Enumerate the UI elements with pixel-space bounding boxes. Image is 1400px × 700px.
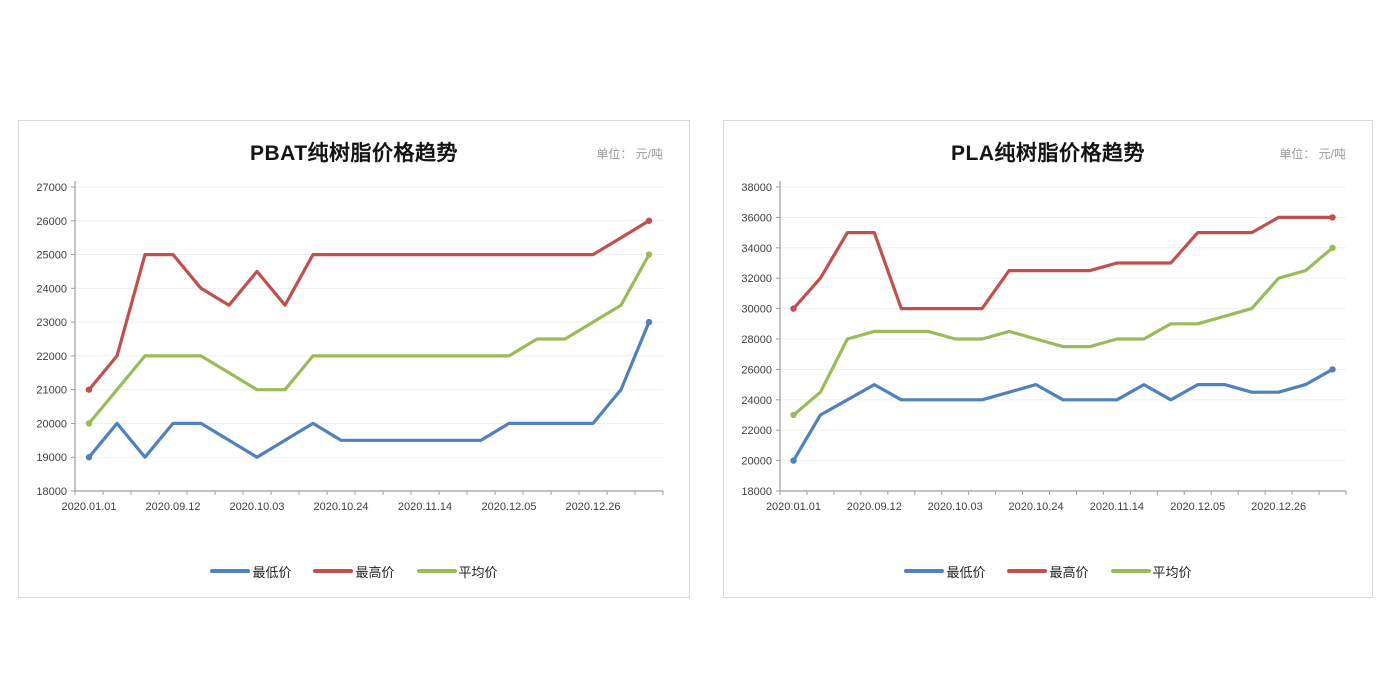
series-endpoint-marker [790, 457, 797, 464]
svg-text:27000: 27000 [36, 182, 67, 194]
svg-text:24000: 24000 [741, 395, 772, 407]
svg-text:22000: 22000 [741, 425, 772, 437]
pla-chart-card: PLA纯树脂价格趋势 单位： 元/吨 18000 20000 22000 24000 2… [723, 120, 1373, 598]
pla-legend: 最低价 最高价 平均价 [724, 545, 1372, 597]
pbat-legend: 最低价 最高价 平均价 [19, 545, 689, 597]
chart-canvas: 18000 20000 22000 24000 26000 28000 30000 32000… [741, 181, 1347, 513]
legend-swatch-lowest-icon [904, 569, 945, 573]
legend-swatch-highest-icon [1007, 569, 1048, 573]
svg-text:26000: 26000 [36, 216, 67, 228]
pla-chart-header: PLA纯树脂价格趋势 单位： 元/吨 [724, 121, 1372, 173]
pbat-chart-card: PBAT纯树脂价格趋势 单位： 元/吨 18000 19000 20000 21000… [18, 120, 690, 598]
svg-text:20000: 20000 [36, 418, 67, 430]
svg-text:2020.09.12: 2020.09.12 [847, 501, 902, 513]
series-最高价 [85, 217, 653, 393]
legend-swatch-lowest-icon [210, 569, 251, 573]
svg-text:30000: 30000 [741, 304, 772, 316]
legend-label-highest: 最高价 [1049, 564, 1089, 580]
svg-text:2020.11.14: 2020.11.14 [1090, 501, 1144, 513]
svg-text:22000: 22000 [36, 351, 67, 363]
svg-text:18000: 18000 [36, 486, 67, 498]
pla-plot-area: 18000 20000 22000 24000 26000 28000 30000 32000… [724, 173, 1372, 545]
svg-text:32000: 32000 [741, 273, 772, 285]
legend-label-lowest: 最低价 [946, 564, 986, 580]
svg-text:36000: 36000 [741, 212, 772, 224]
legend-item-lowest: 最低价 [904, 562, 985, 581]
legend-label-highest: 最高价 [355, 564, 395, 580]
legend-item-average: 平均价 [1110, 562, 1192, 581]
legend-item-highest: 最高价 [313, 562, 395, 581]
svg-text:38000: 38000 [741, 182, 772, 194]
svg-text:2020.12.05: 2020.12.05 [1170, 501, 1225, 513]
pbat-chart-title: PBAT纯树脂价格趋势 [249, 142, 459, 165]
legend-swatch-highest-icon [313, 569, 354, 573]
svg-text:26000: 26000 [741, 364, 772, 376]
legend-swatch-average-icon [416, 569, 457, 573]
series-endpoint-marker [85, 454, 93, 461]
svg-text:2020.10.03: 2020.10.03 [928, 501, 983, 513]
axes [776, 181, 1347, 495]
svg-text:2020.10.24: 2020.10.24 [313, 501, 368, 513]
svg-text:21000: 21000 [36, 385, 67, 397]
legend-label-average: 平均价 [1152, 564, 1192, 580]
svg-text:2020.10.24: 2020.10.24 [1009, 501, 1064, 513]
series-endpoint-marker [790, 411, 797, 419]
legend-item-average: 平均价 [416, 562, 498, 581]
legend-swatch-average-icon [1110, 569, 1151, 573]
svg-text:25000: 25000 [36, 250, 67, 262]
gridlines [75, 186, 663, 458]
series-最高价 [790, 214, 1336, 312]
svg-text:23000: 23000 [36, 317, 67, 329]
series-平均价 [85, 251, 653, 427]
svg-text:2020.09.12: 2020.09.12 [145, 501, 200, 513]
pbat-chart-header: PBAT纯树脂价格趋势 单位： 元/吨 [19, 121, 689, 173]
series-endpoint-marker [645, 217, 653, 224]
legend-item-highest: 最高价 [1007, 562, 1089, 581]
svg-text:20000: 20000 [741, 456, 772, 468]
svg-text:2020.11.14: 2020.11.14 [398, 501, 452, 513]
series-最低价 [85, 318, 653, 461]
series-endpoint-marker [85, 386, 93, 393]
svg-text:2020.12.26: 2020.12.26 [1251, 501, 1306, 513]
series-endpoint-marker [790, 305, 797, 312]
series-endpoint-marker [645, 318, 653, 326]
svg-text:2020.01.01: 2020.01.01 [766, 501, 821, 513]
svg-text:34000: 34000 [741, 243, 772, 255]
series-endpoint-marker [1329, 366, 1336, 373]
svg-text:24000: 24000 [36, 283, 67, 295]
svg-text:2020.10.03: 2020.10.03 [229, 501, 284, 513]
gridlines [780, 186, 1346, 462]
axis-labels: 18000 19000 20000 21000 22000 23000 24000 25000… [36, 182, 620, 513]
svg-text:28000: 28000 [741, 334, 772, 346]
pla-chart-title: PLA纯树脂价格趋势 [951, 142, 1145, 165]
legend-label-lowest: 最低价 [252, 564, 292, 580]
axes [71, 181, 664, 495]
svg-text:2020.12.26: 2020.12.26 [565, 501, 620, 513]
pbat-unit-label: 单位： 元/吨 [596, 147, 663, 161]
legend-label-average: 平均价 [458, 564, 498, 580]
svg-text:18000: 18000 [741, 486, 772, 498]
svg-text:19000: 19000 [36, 452, 67, 464]
series-endpoint-marker [645, 251, 653, 258]
svg-text:2020.01.01: 2020.01.01 [61, 501, 116, 513]
series-最低价 [790, 366, 1336, 464]
pla-unit-label: 单位： 元/吨 [1279, 147, 1346, 161]
pbat-plot-area: 18000 19000 20000 21000 22000 23000 24000 25000… [19, 173, 689, 545]
series-endpoint-marker [1329, 244, 1336, 251]
legend-item-lowest: 最低价 [210, 562, 291, 581]
svg-text:2020.12.05: 2020.12.05 [481, 501, 536, 513]
series-endpoint-marker [1329, 214, 1336, 221]
axis-labels: 18000 20000 22000 24000 26000 28000 30000 32000… [741, 182, 1306, 513]
chart-canvas: 18000 19000 20000 21000 22000 23000 24000 25000… [36, 181, 664, 513]
series-平均价 [790, 244, 1336, 419]
series-endpoint-marker [85, 420, 93, 427]
